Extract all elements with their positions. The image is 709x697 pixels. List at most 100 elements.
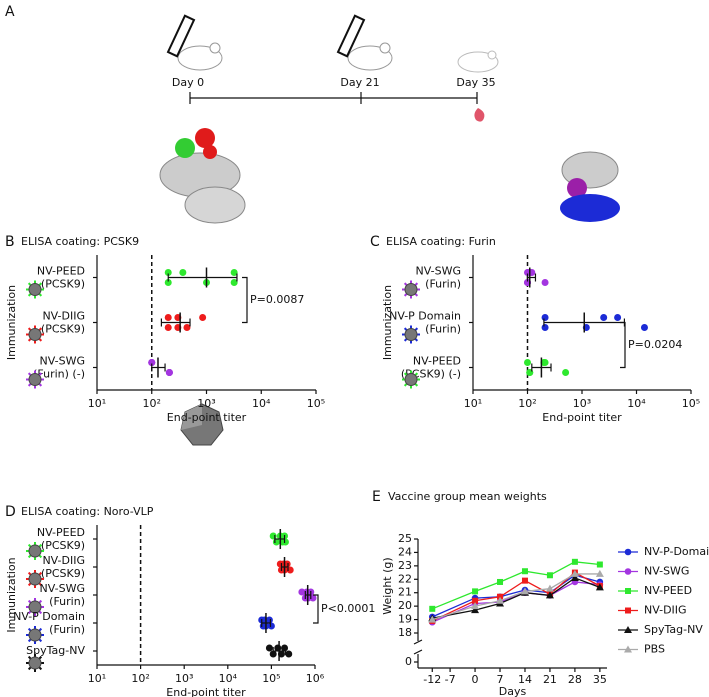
chart-title: ELISA coating: Furin [386,235,496,248]
virus-icon [26,542,44,560]
virus-body [28,283,42,296]
day-label: Day 21 [340,76,379,89]
marker [429,605,436,612]
category-label: NV-DIIG (PCSK9) [41,310,85,336]
category-label: NV-SWG (Furin) [416,265,461,291]
dot [265,616,273,624]
category-line: NV-P Domain [13,610,85,623]
x-tick-label: -12 [423,673,441,686]
y-tick-label: 25 [398,532,412,545]
x-axis-label: End-point titer [166,686,246,697]
legend-label: NV-DIIG [644,604,687,617]
dot [614,314,622,321]
dot [164,269,172,276]
category-line: (PCSK9) [41,567,85,580]
x-tick-label: 10⁴ [219,672,238,685]
dot [165,369,173,376]
dot [541,279,549,286]
virus-icon [26,598,44,616]
marker [471,606,480,614]
marker [624,645,632,653]
dot [281,538,289,546]
dot [179,269,187,276]
x-axis-label: End-point titer [542,411,622,424]
virus-icon [26,570,44,588]
category-line: (Furin) [425,323,461,336]
marker [496,596,505,604]
marker [595,583,604,591]
chart-title: ELISA coating: Noro-VLP [21,505,154,518]
marker [521,568,528,575]
virus-body [404,283,418,296]
virus-icon [402,370,420,389]
axis-break [413,639,423,655]
x-tick-label: 10⁶ [306,672,325,685]
marker [595,569,604,577]
legend-label: NV-SWG [644,565,689,578]
x-tick-label: 14 [518,673,532,686]
marker [545,584,554,592]
marker [471,602,480,610]
legend-label: NV-P-Domain [644,545,709,558]
virus-icon [26,280,44,299]
day-label: Day 0 [172,76,204,89]
significance-bracket [242,276,248,324]
dot [524,359,531,366]
protein-structure [159,128,620,224]
panel-letter: D [5,504,16,520]
y-tick-label: 22 [398,572,412,585]
category-line: NV-PEED [413,355,461,368]
y-tick-label: 20 [398,599,412,612]
marker [497,578,504,585]
marker [521,577,528,584]
series-line [432,561,600,610]
day-label: Day 35 [456,76,495,89]
category-label: SpyTag-NV [26,644,85,657]
panel-letter: A [5,4,15,20]
category-label: NV-PEED (PCSK9) (-) [401,355,461,381]
panel-letter: C [370,234,380,250]
x-tick-label: 28 [568,673,582,686]
marker [571,558,578,565]
virus-icon [26,654,44,672]
dot [541,314,549,321]
category-label: NV-DIIG (PCSK9) [41,554,85,580]
x-tick-label: 10³ [175,672,193,685]
x-tick-label: 0 [472,673,479,686]
x-axis-label: End-point titer [167,411,247,424]
x-tick-label: 10¹ [464,397,482,410]
virus-body [28,544,42,558]
virus-body [404,328,418,341]
series-line [432,581,600,623]
marker [624,568,632,575]
category-line: NV-PEED [37,265,85,278]
marker [497,593,504,600]
virus-body [28,328,42,341]
dot [541,324,549,331]
virus-icon [26,325,44,344]
marker [472,597,479,604]
chart-title: Vaccine group mean weights [388,490,547,503]
category-line: NV-SWG [416,265,461,278]
x-tick-label: 21 [543,673,557,686]
category-line: NV-PEED [37,526,85,539]
x-tick-label: 10⁵ [682,397,700,410]
virus-icon [402,280,420,299]
y-tick-label: 24 [398,545,412,558]
category-line: NV-SWG [40,582,85,595]
marker [520,587,529,595]
x-axis-label: Days [499,685,527,697]
y-axis-label: Immunization [5,557,18,632]
category-line: SpyTag-NV [26,644,85,657]
x-tick-label: 10⁵ [307,397,325,410]
dot [265,644,273,652]
category-label: NV-P Domain (Furin) [389,310,461,336]
dot [230,279,238,286]
category-line: (PCSK9) [41,278,85,291]
legend-label: NV-PEED [644,584,692,597]
x-tick-label: 10¹ [88,672,106,685]
category-line: NV-P Domain [389,310,461,323]
dot [298,588,306,596]
category-line: (Furin) [425,278,461,291]
